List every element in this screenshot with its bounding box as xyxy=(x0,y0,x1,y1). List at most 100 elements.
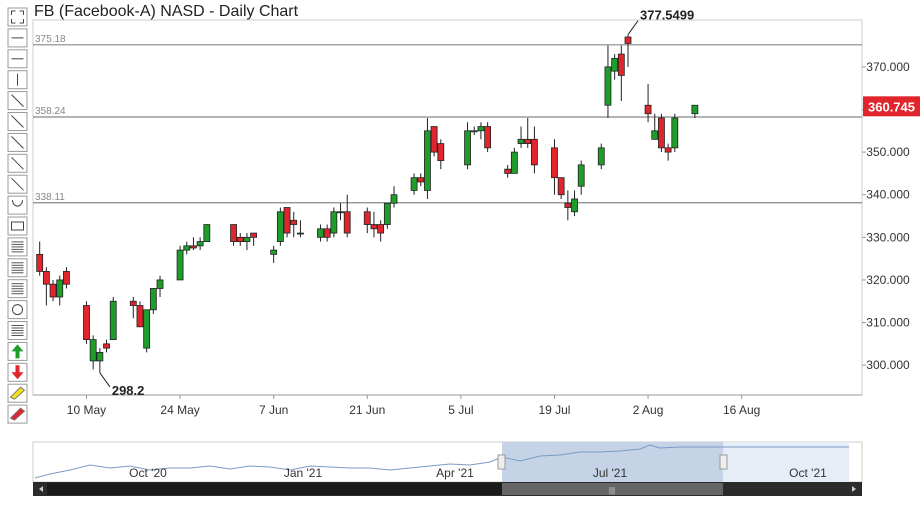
tool-icon xyxy=(11,221,24,231)
candle-body xyxy=(363,211,371,225)
tool-icon xyxy=(12,304,23,316)
candle-body xyxy=(143,309,151,349)
candle-body xyxy=(230,224,237,242)
candle-body xyxy=(56,279,64,298)
tool-icon xyxy=(11,156,24,170)
candle-body xyxy=(49,283,57,298)
scrollbar-thumb[interactable] xyxy=(502,483,723,495)
candle-body xyxy=(671,117,679,149)
navigator-label: Oct '20 xyxy=(129,466,167,480)
candle-body xyxy=(604,66,612,106)
tool-icon xyxy=(9,407,26,421)
candle-body xyxy=(651,130,659,140)
navigator-handle[interactable] xyxy=(719,454,728,470)
candle-body xyxy=(270,249,278,255)
candle-body xyxy=(383,202,391,225)
candle-body xyxy=(297,232,304,235)
candle-body xyxy=(136,305,144,328)
candle-body xyxy=(203,224,211,242)
candle-body xyxy=(370,224,378,230)
x-tick-label: 24 May xyxy=(160,403,199,417)
candle-body xyxy=(149,288,157,311)
candle-body xyxy=(390,194,398,204)
candle-body xyxy=(424,130,431,191)
plot-frame xyxy=(32,19,863,396)
candle-body xyxy=(504,168,512,174)
scrollbar-grip: ||| xyxy=(609,486,615,495)
navigator-handle[interactable] xyxy=(497,454,506,470)
navigator-selection[interactable] xyxy=(502,442,723,482)
candle-body xyxy=(183,245,191,251)
tool-button[interactable] xyxy=(7,216,28,236)
candle-body xyxy=(551,147,558,179)
candle-body xyxy=(330,211,338,234)
candle-body xyxy=(63,271,70,285)
candle-body xyxy=(96,351,104,362)
y-tick-label: 370.000 xyxy=(866,60,910,74)
candle-body xyxy=(323,228,331,238)
x-tick-label: 21 Jun xyxy=(349,403,385,417)
candle-body xyxy=(597,147,605,166)
candle-body xyxy=(129,300,137,306)
candle-body xyxy=(343,211,351,234)
scroll-left[interactable] xyxy=(39,486,43,492)
candle-body xyxy=(510,151,518,174)
navigator-label: Oct '21 xyxy=(789,466,827,480)
candle-body xyxy=(283,207,291,234)
candle-body xyxy=(437,143,445,162)
high-marker-label: 377.5499 xyxy=(640,8,694,23)
candle-body xyxy=(624,36,632,44)
candle-body xyxy=(430,126,438,153)
tool-button[interactable] xyxy=(7,7,28,27)
navigator-future xyxy=(723,442,849,482)
candle-body xyxy=(236,236,244,242)
candle-body xyxy=(557,177,565,196)
y-tick-label: 300.000 xyxy=(866,358,910,372)
candle-body xyxy=(36,253,44,272)
candle-body xyxy=(571,198,578,213)
candle-body xyxy=(617,53,625,76)
navigator-label: Jul '21 xyxy=(593,466,628,480)
chart-title: FB (Facebook-A) NASD - Daily Chart xyxy=(34,3,299,20)
candle-body xyxy=(243,236,251,242)
candle-body xyxy=(176,249,184,281)
last-price-label: 360.745 xyxy=(868,99,915,114)
level-label: 375.18 xyxy=(35,34,66,45)
candle-body xyxy=(109,300,117,341)
y-tick-label: 320.000 xyxy=(866,273,910,287)
candle-body xyxy=(524,138,532,144)
candle-body xyxy=(658,117,665,149)
tool-icon xyxy=(11,365,24,380)
x-tick-label: 2 Aug xyxy=(633,403,664,417)
low-marker-leader xyxy=(99,372,111,388)
x-tick-label: 10 May xyxy=(67,403,106,417)
candle-body xyxy=(564,202,572,208)
candle-body xyxy=(103,343,110,349)
navigator-line xyxy=(34,444,849,479)
scroll-right[interactable] xyxy=(852,486,856,492)
level-label: 338.11 xyxy=(35,192,65,203)
tool-button[interactable] xyxy=(7,195,28,215)
candle-body xyxy=(377,224,385,234)
candle-body xyxy=(317,228,324,238)
candle-body xyxy=(477,126,485,132)
candle-body xyxy=(470,130,478,133)
toolbar xyxy=(7,7,28,424)
candle-body xyxy=(290,219,298,225)
scrollbar-track xyxy=(47,483,502,495)
y-tick-label: 310.000 xyxy=(866,316,910,330)
candle-body xyxy=(89,339,97,362)
x-tick-label: 7 Jun xyxy=(259,403,288,417)
candle-body xyxy=(337,211,344,214)
navigator-labels: Oct '20 Jan '21 Apr '21 Jul '21 Oct '21 xyxy=(129,466,827,480)
candle-body xyxy=(464,130,471,166)
candle-body xyxy=(250,232,258,238)
tool-icon xyxy=(9,386,26,400)
tool-icon xyxy=(11,136,24,149)
tool-button[interactable] xyxy=(7,300,28,320)
y-tick-label: 330.000 xyxy=(866,230,910,244)
candle-body xyxy=(664,147,672,153)
navigator[interactable]: ||| Oct '20 Jan '21 Apr '21 Jul '21 Oct '21 xyxy=(32,441,863,496)
candle-body xyxy=(484,126,492,149)
